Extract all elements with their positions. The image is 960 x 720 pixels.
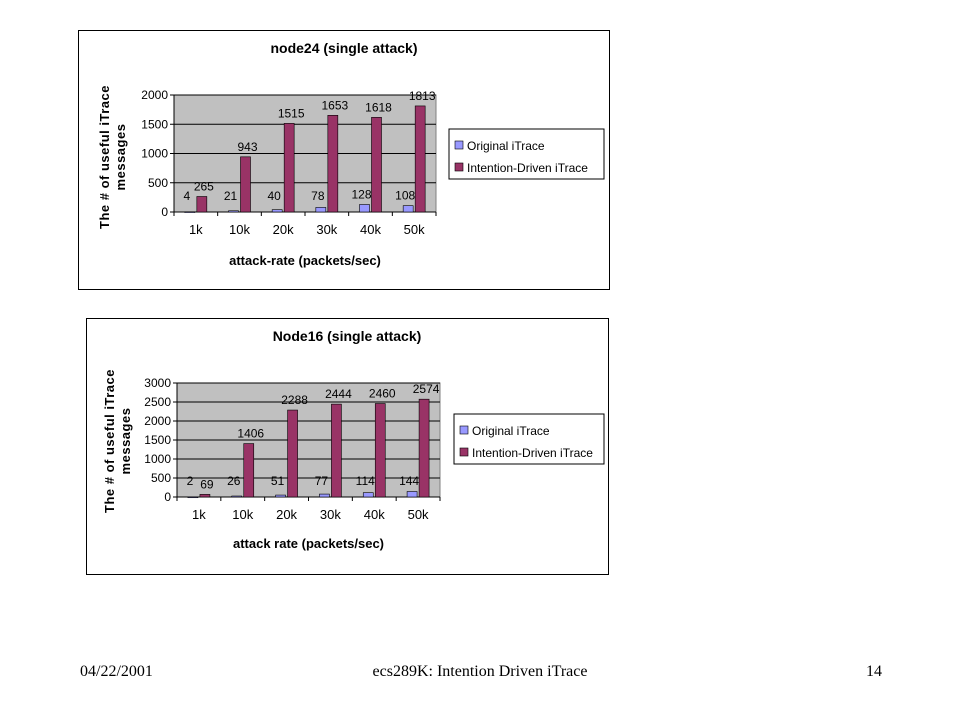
data-label-intention-driven-itrace: 2574 <box>413 382 440 396</box>
y-axis-label: The # of useful iTrace <box>102 369 117 513</box>
footer-title: ecs289K: Intention Driven iTrace <box>372 663 588 680</box>
legend-box <box>453 413 605 465</box>
data-label-original-itrace: 51 <box>271 474 285 488</box>
data-label-intention-driven-itrace: 1653 <box>321 98 348 112</box>
data-label-original-itrace: 26 <box>227 474 241 488</box>
chart-title: Node16 (single attack) <box>273 328 422 344</box>
bar-original-itrace <box>402 205 414 213</box>
x-tick-label: 1k <box>189 222 203 237</box>
x-tick-label: 30k <box>316 222 337 237</box>
y-tick-label: 2000 <box>141 88 168 102</box>
y-tick-label: 1000 <box>144 452 171 466</box>
y-axis-label: The # of useful iTrace <box>97 85 112 229</box>
bar-original-itrace <box>271 209 283 213</box>
bar-intention-driven-itrace <box>331 403 342 498</box>
chart-node24: node24 (single attack) 0 500 1000 1500 2000 4 2… <box>78 30 610 290</box>
bar-original-itrace <box>187 496 199 499</box>
data-label-intention-driven-itrace: 265 <box>194 179 214 193</box>
x-tick-label: 1k <box>192 507 206 522</box>
data-label-original-itrace: 40 <box>267 189 281 203</box>
legend-swatch <box>459 447 469 457</box>
bar-intention-driven-itrace <box>240 156 251 213</box>
bar-intention-driven-itrace <box>418 398 430 498</box>
y-tick-label: 1500 <box>144 433 171 447</box>
x-tick-label: 50k <box>408 507 429 522</box>
data-label-intention-driven-itrace: 1618 <box>365 100 392 114</box>
y-axis-label: messages <box>118 408 133 475</box>
legend-swatch <box>454 162 464 172</box>
data-label-intention-driven-itrace: 1406 <box>237 427 264 441</box>
y-tick-label: 0 <box>164 490 171 504</box>
chart-node24-svg: node24 (single attack)050010001500200042… <box>97 40 605 268</box>
y-tick-label: 1000 <box>141 147 168 161</box>
bar-original-itrace <box>228 210 239 213</box>
data-label-intention-driven-itrace: 1813 <box>409 89 436 103</box>
bar-intention-driven-itrace <box>196 196 208 213</box>
x-tick-label: 40k <box>364 507 385 522</box>
bar-original-itrace <box>406 491 418 498</box>
legend-entry: Original iTrace <box>472 424 550 438</box>
bar-intention-driven-itrace <box>327 114 339 213</box>
legend-box <box>448 128 605 180</box>
data-label-intention-driven-itrace: 2444 <box>325 387 352 401</box>
bar-original-itrace <box>359 204 370 213</box>
bar-original-itrace <box>184 211 196 213</box>
bar-original-itrace <box>315 207 327 213</box>
x-tick-label: 50k <box>404 222 425 237</box>
footer-page-number: 14 <box>866 663 882 680</box>
data-label-original-itrace: 21 <box>224 189 238 203</box>
footer-date: 04/22/2001 <box>80 663 153 680</box>
y-axis-label: messages <box>113 124 128 191</box>
y-tick-label: 1500 <box>141 117 168 131</box>
legend-entry: Intention-Driven iTrace <box>467 161 588 175</box>
bar-intention-driven-itrace <box>414 105 426 213</box>
data-label-original-itrace: 4 <box>183 189 190 203</box>
data-label-intention-driven-itrace: 69 <box>200 477 214 491</box>
data-label-intention-driven-itrace: 943 <box>237 140 257 154</box>
bar-intention-driven-itrace <box>283 123 295 213</box>
legend-swatch <box>459 425 469 435</box>
bar-original-itrace <box>231 495 243 498</box>
y-tick-label: 2500 <box>144 395 171 409</box>
x-tick-label: 10k <box>229 222 250 237</box>
x-tick-label: 20k <box>273 222 294 237</box>
y-tick-label: 0 <box>161 205 168 219</box>
data-label-intention-driven-itrace: 2288 <box>281 393 308 407</box>
y-tick-label: 500 <box>151 471 171 485</box>
data-label-original-itrace: 78 <box>311 189 325 203</box>
chart-node16: Node16 (single attack) 0 500 1000 1500 2000 25… <box>86 318 609 575</box>
legend-entry: Intention-Driven iTrace <box>472 446 593 460</box>
data-label-intention-driven-itrace: 2460 <box>369 387 396 401</box>
x-axis-label: attack rate (packets/sec) <box>233 536 384 551</box>
y-tick-label: 2000 <box>144 414 171 428</box>
bar-original-itrace <box>319 493 330 498</box>
bar-intention-driven-itrace <box>374 403 386 498</box>
data-label-intention-driven-itrace: 1515 <box>278 106 305 120</box>
data-label-original-itrace: 77 <box>315 474 329 488</box>
y-tick-label: 3000 <box>144 376 171 390</box>
bar-intention-driven-itrace <box>199 494 211 498</box>
bar-intention-driven-itrace <box>287 409 298 498</box>
data-label-original-itrace: 2 <box>187 474 194 488</box>
x-tick-label: 20k <box>276 507 297 522</box>
data-label-original-itrace: 144 <box>399 474 419 488</box>
x-tick-label: 10k <box>232 507 253 522</box>
x-axis-label: attack-rate (packets/sec) <box>229 253 381 268</box>
legend-entry: Original iTrace <box>467 139 545 153</box>
bar-intention-driven-itrace <box>243 443 255 498</box>
x-tick-label: 30k <box>320 507 341 522</box>
chart-title: node24 (single attack) <box>270 40 417 56</box>
bar-intention-driven-itrace <box>371 117 382 213</box>
x-tick-label: 40k <box>360 222 381 237</box>
data-label-original-itrace: 128 <box>351 188 371 202</box>
bar-original-itrace <box>362 492 374 498</box>
data-label-original-itrace: 114 <box>356 474 375 488</box>
chart-node16-svg: Node16 (single attack)050010001500200025… <box>102 328 605 551</box>
data-label-original-itrace: 108 <box>395 189 415 203</box>
bar-original-itrace <box>275 494 286 498</box>
y-tick-label: 500 <box>148 176 168 190</box>
legend-swatch <box>454 140 464 150</box>
